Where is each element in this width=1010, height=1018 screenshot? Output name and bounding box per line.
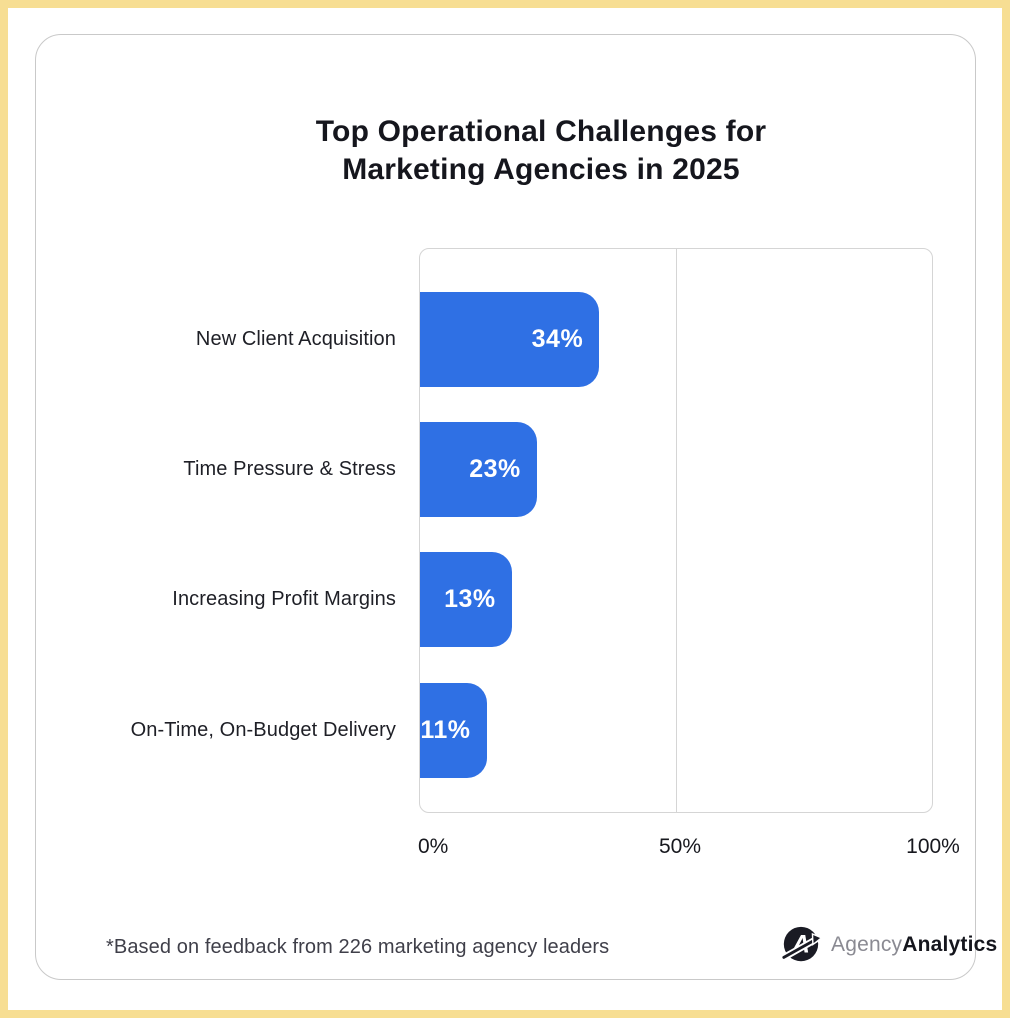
logo-wordmark: AgencyAnalytics xyxy=(831,933,998,956)
bar-value-label: 23% xyxy=(469,455,521,483)
chart-title: Top Operational Challenges for Marketing… xyxy=(315,115,767,186)
bar-value-label: 13% xyxy=(444,585,496,613)
category-label: On-Time, On-Budget Delivery xyxy=(130,719,396,741)
category-label: Time Pressure & Stress xyxy=(183,458,396,480)
bar-value-label: 11% xyxy=(420,716,471,744)
bar-on-time-on-budget-delivery: 11% xyxy=(420,683,487,778)
bar-time-pressure-stress: 23% xyxy=(420,422,537,517)
category-label: New Client Acquisition xyxy=(195,328,396,350)
agencyanalytics-logo-icon: A xyxy=(780,926,822,962)
x-axis-tick-0: 0% xyxy=(418,835,449,858)
bar-new-client-acquisition: 34% xyxy=(420,292,600,387)
agencyanalytics-logo: A AgencyAnalytics xyxy=(780,923,997,967)
category-label: Increasing Profit Margins xyxy=(172,588,396,610)
x-axis-tick-100: 100% xyxy=(906,835,960,858)
gridline-50-percent xyxy=(676,249,677,812)
plot-area: 34% 23% 13% 11% xyxy=(419,248,933,813)
chart-card: Top Operational Challenges for Marketing… xyxy=(35,34,997,980)
source-footnote: *Based on feedback from 226 marketing ag… xyxy=(106,936,610,958)
x-axis-tick-50: 50% xyxy=(658,835,702,858)
bar-value-label: 34% xyxy=(531,325,584,353)
bar-increasing-profit-margins: 13% xyxy=(420,552,512,647)
